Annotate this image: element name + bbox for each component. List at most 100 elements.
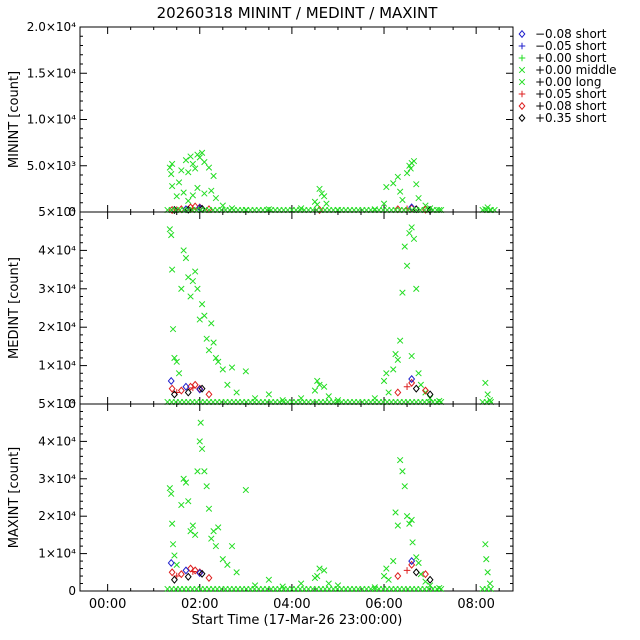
data-point [185,197,192,205]
legend-label: +0.05 short [535,87,607,101]
x-tick-label: 06:00 [365,597,402,612]
y-tick-label: 5.0×10³ [27,159,76,173]
legend-marker [518,90,526,98]
data-point [297,580,305,587]
data-point [486,397,494,404]
data-point [396,337,404,344]
x-axis-label: Start Time (17-Mar-26 23:00:00) [192,613,403,628]
data-point [482,379,489,387]
data-point [408,557,416,566]
data-point [242,486,249,494]
data-point [180,189,187,196]
y-tick-label: 3×10⁴ [38,472,76,486]
series-3 [167,374,416,394]
data-point [182,157,190,164]
data-point [385,389,392,396]
data-point [173,561,180,568]
data-point [167,376,175,386]
data-point [408,378,416,387]
data-point [224,561,231,568]
legend-marker [518,29,526,39]
data-point [201,190,208,197]
legend-marker [518,113,526,123]
data-point [184,572,192,581]
legend-entry: +0.35 short [518,111,607,125]
data-point [410,235,418,243]
y-tick-label: 0 [68,397,76,411]
legend-label: +0.00 long [535,75,602,89]
data-point [265,391,273,398]
data-point [408,516,415,524]
data-point [194,184,201,192]
data-point [415,194,422,202]
data-point [311,387,319,394]
data-point [406,229,413,237]
data-point [196,438,203,445]
data-point [171,552,178,559]
data-point [484,569,491,576]
data-point [408,374,416,384]
data-point [215,358,222,365]
x-tick-label: 08:00 [457,597,494,612]
data-point [385,576,392,583]
data-point [403,262,411,269]
legend-entry: +0.08 short [518,99,607,113]
data-point [297,205,305,212]
data-point [166,164,173,171]
data-point [422,570,429,579]
data-point [173,193,180,200]
legend-label: +0.00 middle [535,63,617,77]
data-point [487,585,495,593]
data-point [392,350,399,358]
data-point [166,484,173,492]
data-point [192,268,199,275]
data-point [215,524,222,531]
data-point [169,325,177,333]
legend-entry: +0.00 long [518,75,602,89]
data-point [242,368,249,375]
data-point [187,293,194,300]
data-point [403,169,411,177]
data-point [426,390,434,399]
data-point [417,381,425,388]
data-point [166,226,173,233]
data-point [210,528,217,535]
legend-label: +0.08 short [535,99,607,113]
legend-entry: +0.00 middle [518,63,617,77]
data-point [180,247,187,254]
data-point [169,541,177,548]
data-point [390,366,397,373]
data-point [316,185,323,193]
data-point [410,157,418,165]
data-point [175,179,183,186]
plot-frame [79,403,514,592]
data-point [383,183,390,191]
data-point [482,541,489,548]
data-point [412,568,420,577]
data-point [168,266,176,273]
data-point [406,520,413,527]
data-point [394,173,401,181]
data-point [187,528,194,535]
data-point [205,573,213,582]
data-point [189,277,197,285]
data-point [380,200,388,207]
data-point [224,381,231,388]
data-point [316,381,323,388]
data-point [168,568,176,577]
data-point [203,335,210,342]
data-point [196,568,204,578]
data-point [403,383,411,391]
data-point [426,575,434,584]
y-axis-label: MAXINT [count] [7,447,22,548]
legend-entry: −0.05 short [518,39,607,53]
data-point [396,456,404,464]
legend-marker [518,54,526,62]
data-point [178,167,185,174]
series-1 [166,419,494,592]
y-tick-label: 0 [68,205,76,219]
data-point [185,169,192,176]
data-point [394,388,402,397]
data-point [380,572,388,580]
data-point [316,565,323,572]
